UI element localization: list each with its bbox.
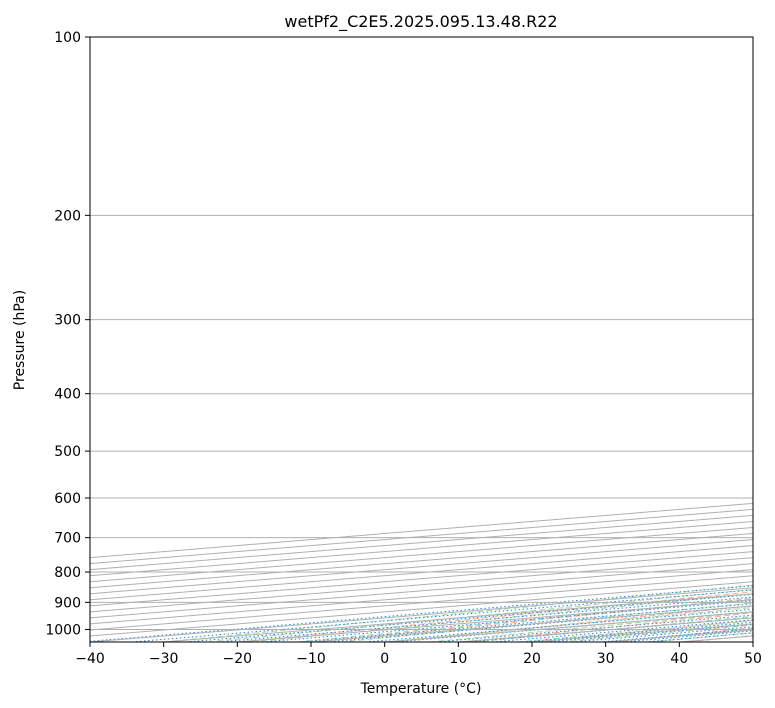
isotherm-line bbox=[752, 641, 753, 642]
y-tick-label: 400 bbox=[54, 387, 81, 403]
isotherm-line bbox=[90, 508, 753, 565]
x-tick-label: 10 bbox=[449, 651, 467, 667]
plot-frame bbox=[89, 36, 754, 643]
mixing-ratio-line bbox=[218, 596, 753, 642]
isotherm-line bbox=[90, 502, 753, 559]
chart-title: wetPf2_C2E5.2025.095.13.48.R22 bbox=[284, 12, 557, 32]
x-tick-label: −40 bbox=[75, 651, 105, 667]
y-tick-label: 700 bbox=[54, 531, 81, 547]
y-tick-label: 800 bbox=[54, 565, 81, 581]
isotherm-line bbox=[90, 514, 753, 571]
background-lines bbox=[90, 37, 775, 642]
y-tick-label: 200 bbox=[54, 208, 81, 224]
y-tick-label: 100 bbox=[54, 30, 81, 46]
x-tick-label: 0 bbox=[380, 651, 389, 667]
y-tick-label: 500 bbox=[54, 444, 81, 460]
x-tick-label: −20 bbox=[223, 651, 253, 667]
mixing-ratio-line bbox=[262, 600, 753, 642]
x-tick-label: 30 bbox=[597, 651, 615, 667]
y-tick-label: 600 bbox=[54, 491, 81, 507]
plot-background bbox=[90, 37, 753, 642]
x-tick-label: −30 bbox=[149, 651, 179, 667]
x-tick-label: 40 bbox=[670, 651, 688, 667]
y-axis: 100 200 300 400 500 600 700 800 900 1000 bbox=[45, 30, 90, 638]
mixing-ratio-line bbox=[185, 593, 753, 642]
moist-adiabat-line bbox=[252, 593, 753, 642]
x-tick-label: 20 bbox=[523, 651, 541, 667]
y-axis-title: Pressure (hPa) bbox=[12, 290, 28, 390]
isotherm-line bbox=[90, 520, 753, 577]
x-tick-label: −10 bbox=[296, 651, 326, 667]
y-tick-label: 1000 bbox=[45, 622, 81, 638]
isotherm-line bbox=[90, 526, 753, 583]
y-tick-label: 900 bbox=[54, 595, 81, 611]
x-axis: −40 −30 −20 −10 0 10 20 30 40 50 bbox=[75, 642, 762, 667]
dry-adiabat-line bbox=[763, 37, 775, 642]
isotherm-line bbox=[90, 539, 753, 595]
moist-adiabat-line bbox=[296, 597, 753, 642]
y-tick-label: 300 bbox=[54, 313, 81, 329]
isotherm-line bbox=[90, 533, 753, 589]
x-tick-label: 50 bbox=[744, 651, 762, 667]
moist-adiabat-line bbox=[207, 588, 753, 642]
x-axis-title: Temperature (°C) bbox=[360, 681, 482, 697]
